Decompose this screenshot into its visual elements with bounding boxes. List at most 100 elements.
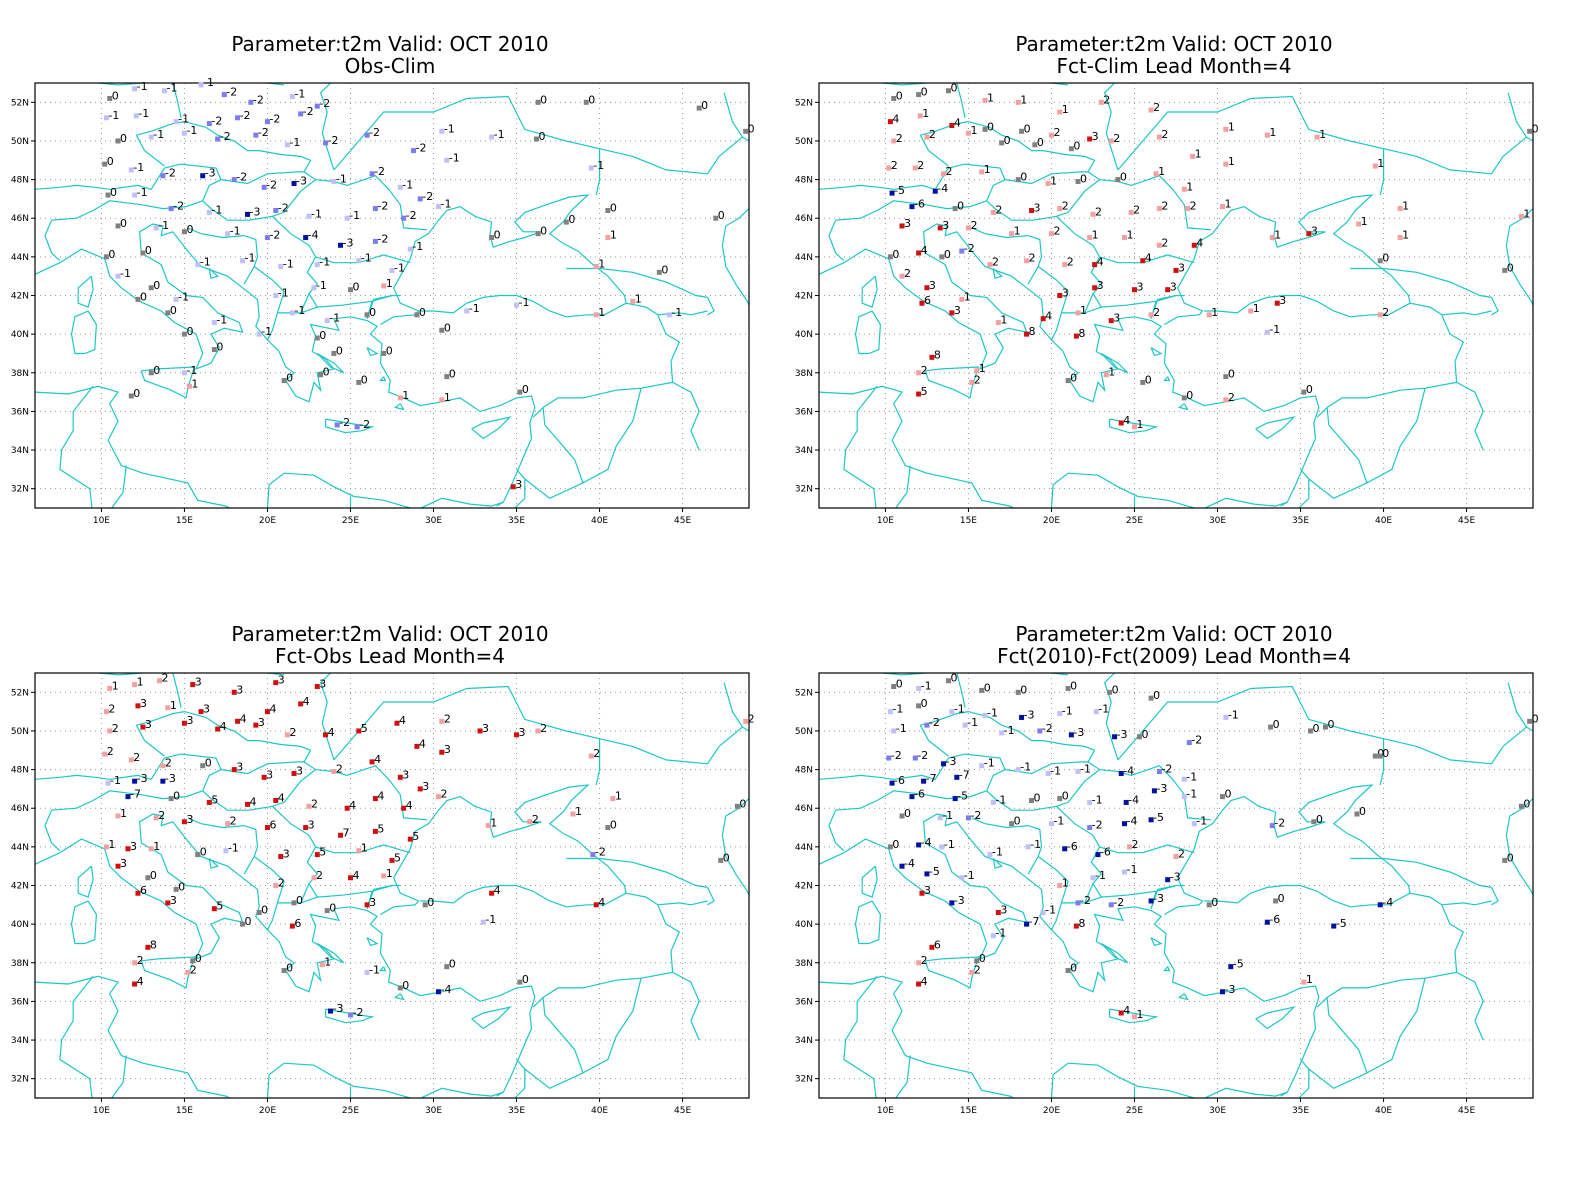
lat-tick-label: 34N <box>11 1036 29 1046</box>
station-marker <box>1186 740 1192 746</box>
station-value: 0 <box>979 952 986 965</box>
station-value: 6 <box>924 294 931 307</box>
title-line-1: Parameter:t2m Valid: OCT 2010 <box>231 32 549 56</box>
station-marker <box>314 335 320 341</box>
station-marker <box>132 682 138 688</box>
station-value: 0 <box>369 306 376 319</box>
station-value: 3 <box>1000 904 1007 917</box>
station-marker <box>105 192 111 198</box>
station-marker <box>489 134 495 140</box>
station-marker <box>128 393 134 399</box>
lon-tick-label: 20E <box>1043 516 1060 526</box>
station-marker <box>889 190 895 196</box>
station-marker <box>1185 206 1191 212</box>
station-marker <box>1045 180 1051 186</box>
station-marker <box>206 121 212 127</box>
station-marker <box>965 225 971 231</box>
coastlines <box>35 673 749 1098</box>
station-value: 1 <box>922 107 929 120</box>
station-marker <box>1377 258 1383 264</box>
station-value: 2 <box>1062 200 1069 213</box>
station-value: 4 <box>399 714 406 727</box>
station-value: -1 <box>186 364 197 377</box>
station-marker <box>969 379 975 385</box>
station-value: -1 <box>967 716 978 729</box>
coastline-segment <box>187 817 259 875</box>
lat-tick-label: 32N <box>11 485 29 495</box>
station-value: -1 <box>1080 763 1091 776</box>
station-marker <box>381 350 387 356</box>
station-marker <box>1029 208 1035 213</box>
station-value: 0 <box>1062 790 1069 803</box>
station-marker <box>1092 285 1098 291</box>
station-marker <box>331 350 337 356</box>
station-value: -1 <box>394 261 405 274</box>
station-marker <box>414 312 420 318</box>
station-marker <box>899 273 905 279</box>
coastline-segment <box>135 724 165 757</box>
station-marker <box>1140 379 1146 385</box>
coastline-segment <box>971 817 1043 875</box>
station-value: -1 <box>153 128 164 141</box>
panel-title: Parameter:t2m Valid: OCT 2010 Fct-Obs Le… <box>0 623 780 667</box>
station-value: -2 <box>964 242 975 255</box>
station-value: -1 <box>1098 703 1109 716</box>
station-value: -5 <box>929 865 940 878</box>
station-marker <box>356 728 362 734</box>
station-marker <box>1131 287 1137 293</box>
station-value: -2 <box>236 171 247 184</box>
station-value: 0 <box>329 902 336 915</box>
coastline-segment <box>1087 750 1211 821</box>
station-value: -1 <box>167 82 178 95</box>
station-marker <box>168 796 174 802</box>
station-marker <box>273 293 279 298</box>
station-value: 1 <box>970 124 977 137</box>
station-value: 2 <box>532 813 539 826</box>
station-marker <box>372 828 378 834</box>
station-value: 1 <box>490 817 497 830</box>
station-value: 0 <box>723 851 730 864</box>
station-marker <box>941 171 947 177</box>
station-value: -5 <box>957 790 968 803</box>
station-value: 5 <box>319 846 326 859</box>
station-value: -3 <box>1153 892 1164 905</box>
station-marker <box>381 873 387 879</box>
station-marker <box>1075 900 1081 906</box>
station-marker <box>929 944 935 950</box>
coastline-segment <box>956 673 966 708</box>
station-value: 1 <box>1050 174 1057 187</box>
coastline-segment <box>1100 942 1129 964</box>
station-marker <box>1156 134 1162 140</box>
station-value: 0 <box>951 82 958 95</box>
station-value: 2 <box>1132 838 1139 851</box>
station-value: -2 <box>595 846 606 859</box>
station-value: -1 <box>137 186 148 199</box>
station-value: 0 <box>261 904 268 917</box>
station-value: 0 <box>739 797 746 810</box>
station-marker <box>407 836 413 842</box>
station-value: 0 <box>1312 722 1319 735</box>
coastline-segment <box>325 1008 375 1024</box>
station-marker <box>153 225 159 231</box>
station-marker <box>1009 821 1015 827</box>
coastline-segment <box>706 887 715 906</box>
station-value: -1 <box>942 809 953 822</box>
station-marker <box>311 875 317 881</box>
station-marker <box>115 863 121 869</box>
coastline-segment <box>1150 294 1177 319</box>
station-value: 3 <box>369 896 376 909</box>
station-marker <box>1518 213 1524 219</box>
coastline-segment <box>1055 215 1157 319</box>
station-value: 0 <box>1507 261 1514 274</box>
station-marker <box>397 395 403 401</box>
station-marker <box>173 296 179 302</box>
station-value: -1 <box>283 258 294 271</box>
lat-tick-label: 46N <box>11 214 29 224</box>
coastline-segment <box>380 194 627 326</box>
lat-tick-label: 50N <box>795 137 813 147</box>
station-value: 2 <box>1161 200 1168 213</box>
lon-tick-label: 40E <box>591 516 608 526</box>
coastline-segment <box>861 865 878 898</box>
title-line-1: Parameter:t2m Valid: OCT 2010 <box>231 622 549 646</box>
station-marker <box>1502 267 1508 273</box>
